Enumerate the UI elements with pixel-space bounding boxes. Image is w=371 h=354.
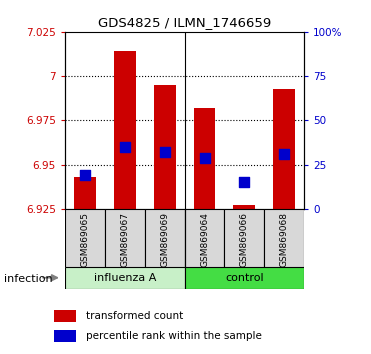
Text: GSM869065: GSM869065 [81, 212, 89, 267]
Title: GDS4825 / ILMN_1746659: GDS4825 / ILMN_1746659 [98, 16, 271, 29]
Bar [185, 267, 304, 289]
Text: influenza A: influenza A [93, 273, 156, 283]
Bar [65, 209, 105, 267]
Text: GSM869067: GSM869067 [120, 212, 129, 267]
Bar [65, 267, 185, 289]
Point [281, 151, 287, 157]
Text: infection: infection [4, 274, 52, 284]
Bar [273, 88, 295, 209]
Bar [54, 310, 76, 322]
Bar [105, 209, 145, 267]
Text: GSM869068: GSM869068 [280, 212, 289, 267]
Bar [194, 108, 216, 209]
Text: GSM869066: GSM869066 [240, 212, 249, 267]
Text: GSM869069: GSM869069 [160, 212, 169, 267]
Point [242, 179, 247, 185]
Point [122, 144, 128, 150]
Bar [264, 209, 304, 267]
Text: percentile rank within the sample: percentile rank within the sample [85, 331, 262, 341]
Bar [114, 51, 136, 209]
Bar [54, 330, 76, 342]
Point [82, 172, 88, 178]
Bar [145, 209, 185, 267]
Text: control: control [225, 273, 264, 283]
Bar [224, 209, 264, 267]
Bar [233, 205, 255, 209]
Text: transformed count: transformed count [85, 311, 183, 321]
Point [162, 149, 168, 155]
Bar [185, 209, 224, 267]
Text: GSM869064: GSM869064 [200, 212, 209, 267]
Bar [154, 85, 175, 209]
Point [201, 155, 207, 160]
Bar [74, 177, 96, 209]
